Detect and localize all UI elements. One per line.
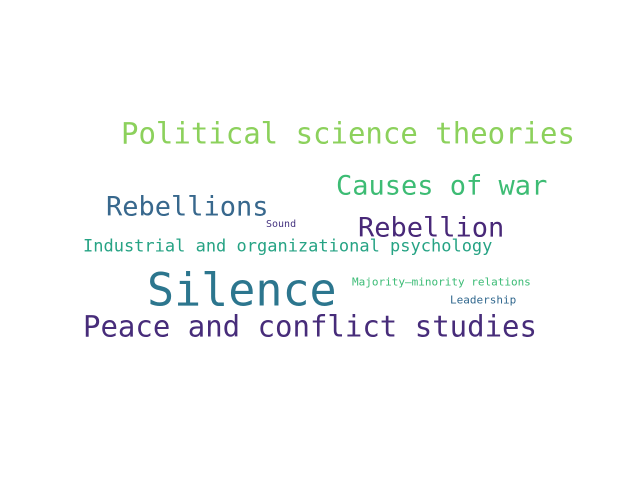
word-causes-of-war: Causes of war xyxy=(336,170,548,202)
word-silence: Silence xyxy=(147,263,337,317)
word-rebellion: Rebellion xyxy=(358,212,505,244)
word-leadership: Leadership xyxy=(450,293,517,307)
word-majority-minority-relations: Majority–minority relations xyxy=(352,275,531,289)
word-political-science-theories: Political science theories xyxy=(121,116,575,151)
word-rebellions: Rebellions xyxy=(106,191,269,223)
word-industrial-organizational-psychology: Industrial and organizational psychology xyxy=(83,236,493,257)
word-sound: Sound xyxy=(266,219,297,230)
word-peace-and-conflict-studies: Peace and conflict studies xyxy=(83,309,537,344)
